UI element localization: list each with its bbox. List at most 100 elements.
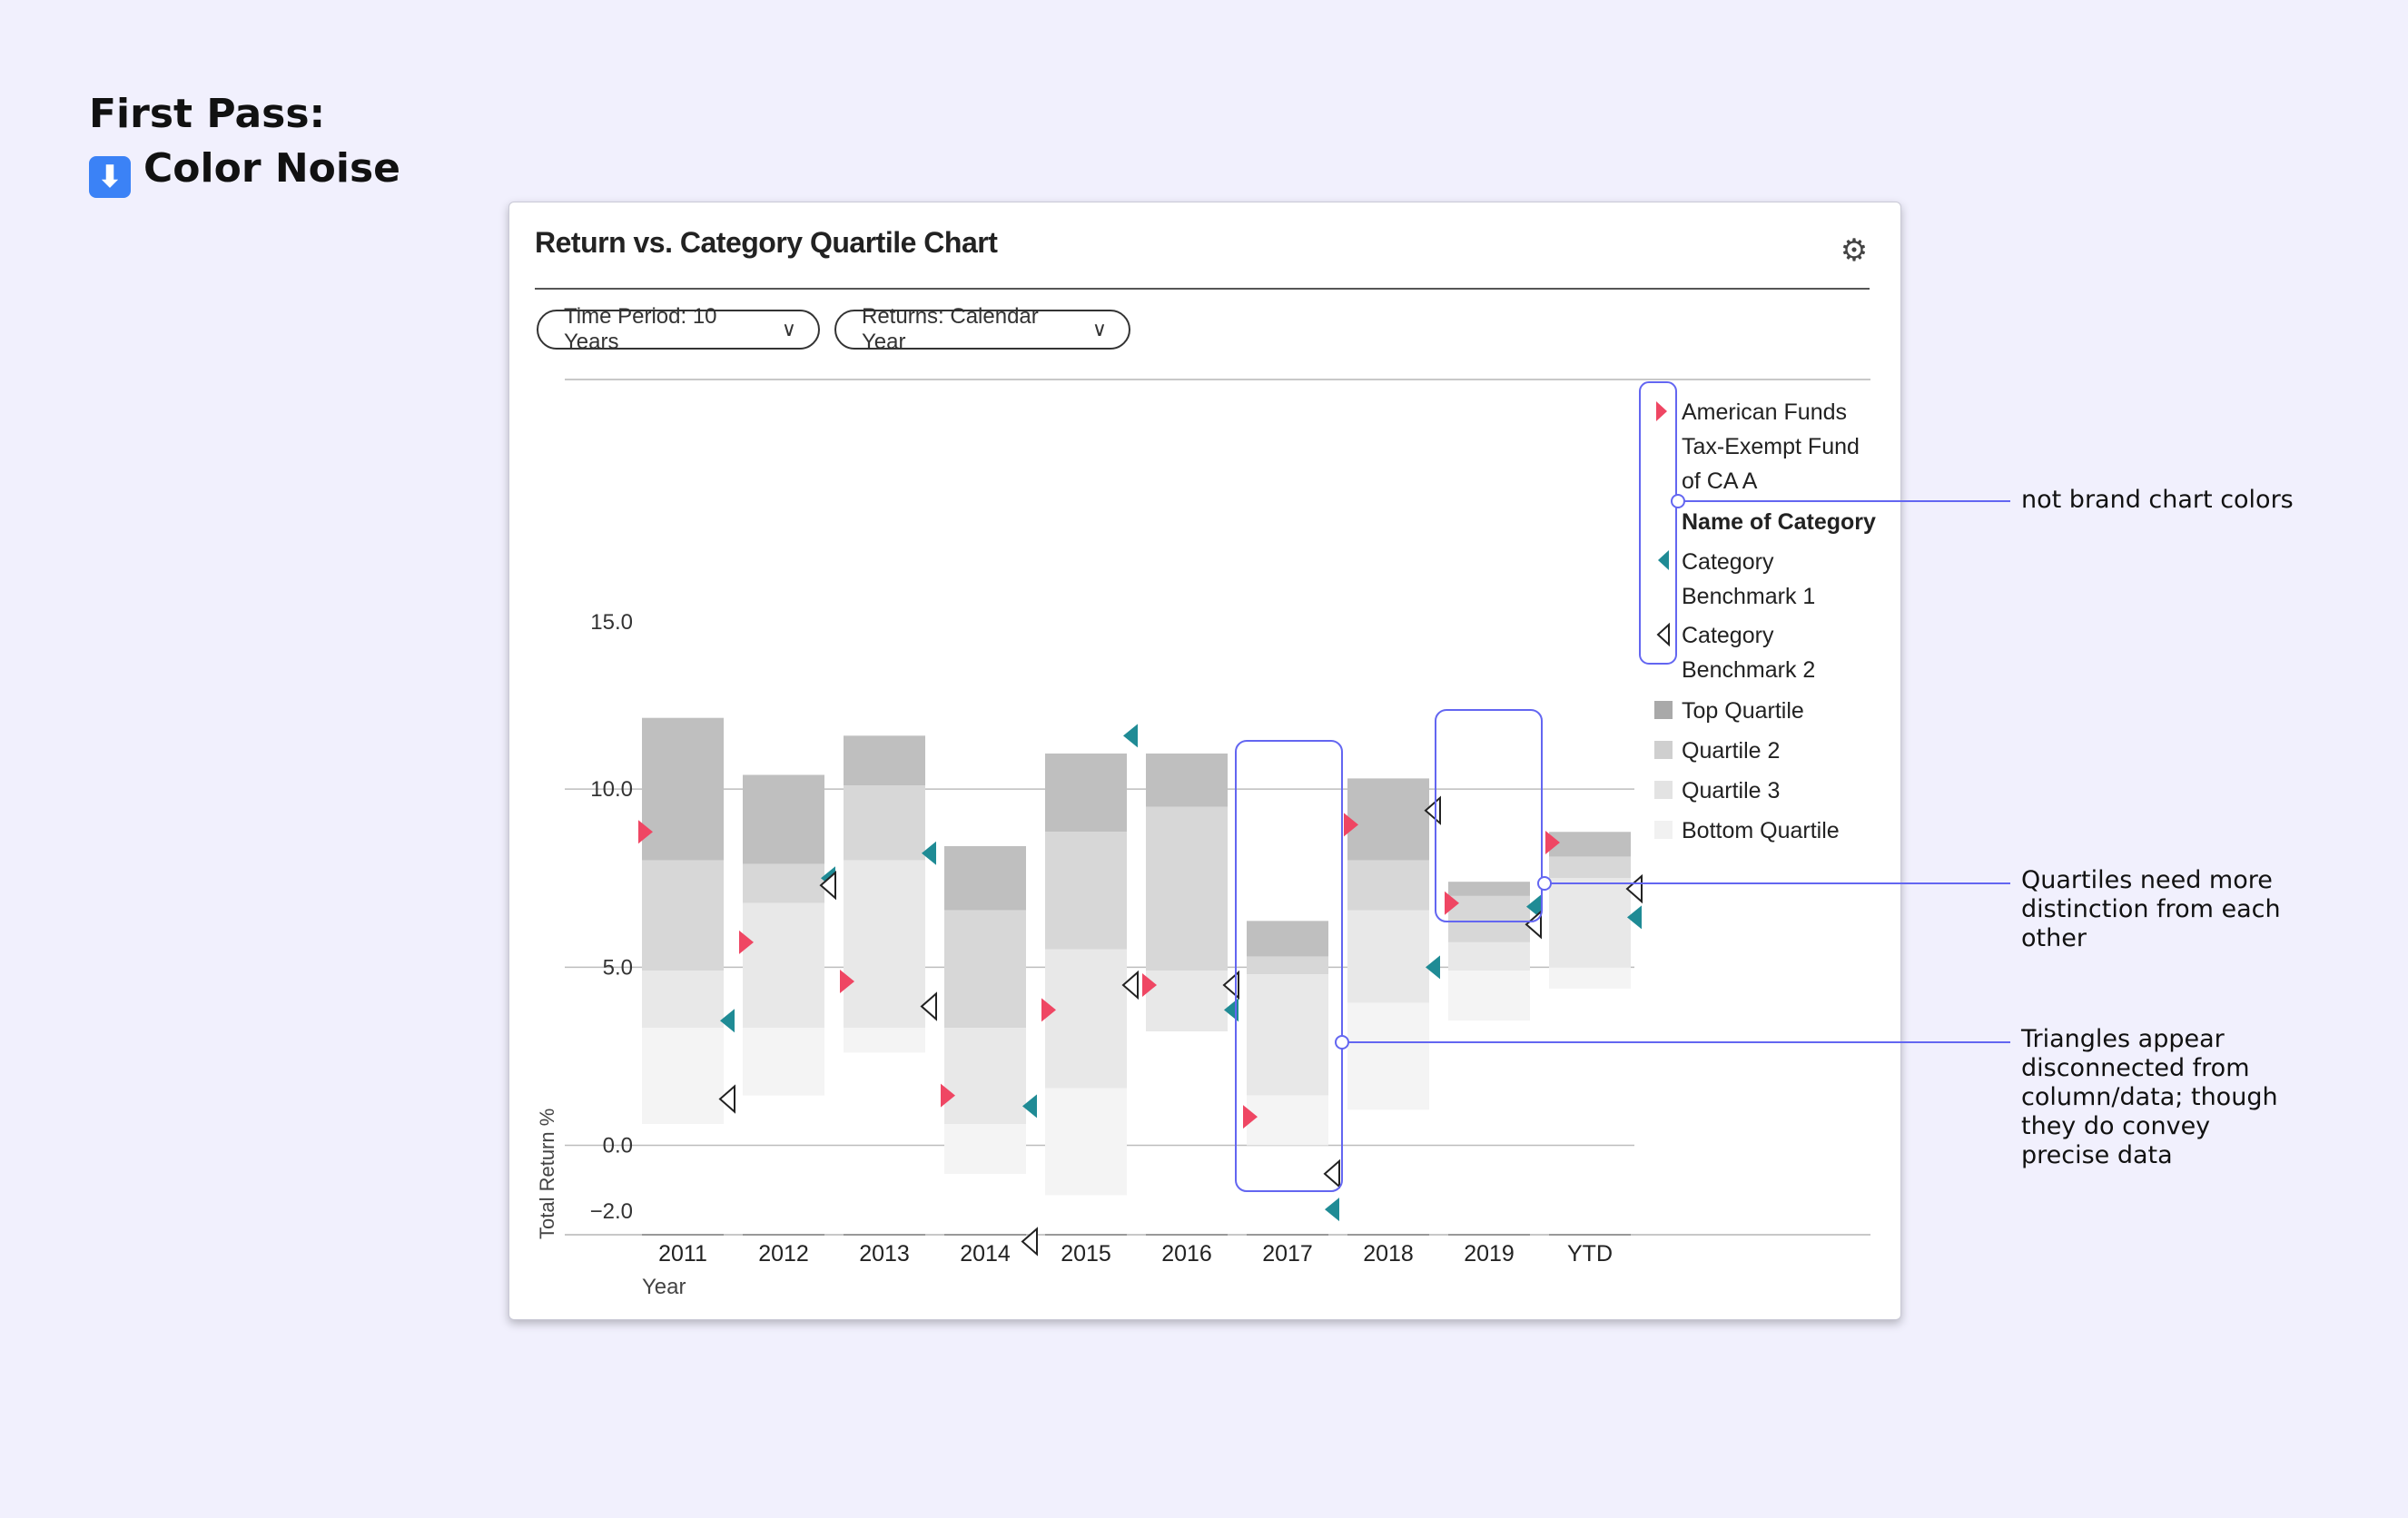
- fund-marker: [1445, 891, 1459, 915]
- bar-quartile-2: [944, 910, 1026, 1029]
- callouts: [1235, 381, 2010, 1192]
- benchmark1-marker: [720, 1009, 735, 1033]
- fund-marker: [1041, 998, 1056, 1022]
- x-tick-label: 2019: [1464, 1241, 1515, 1267]
- benchmark1-marker: [1627, 905, 1642, 930]
- chart-axes: 15.0 10.0 5.0 0.0 −2.0 2011 2012 2013 2014 2015 20…: [536, 610, 1631, 1299]
- legend-fund-label: American Funds: [1682, 399, 1847, 425]
- bar-top-quartile: [1045, 753, 1127, 833]
- returns-dropdown[interactable]: Returns: Calendar Year ∨: [834, 304, 1130, 354]
- x-tick-label: 2014: [960, 1241, 1011, 1267]
- x-tick-label: 2018: [1363, 1241, 1414, 1267]
- bar-quartile-2: [1146, 806, 1228, 971]
- bar-quartile-3: [844, 860, 925, 1029]
- legend-benchmark1-label: Category: [1682, 549, 1774, 575]
- fund-marker: [1545, 831, 1560, 855]
- y-tick-label: 15.0: [590, 610, 633, 635]
- time-period-dropdown[interactable]: Time Period: 10 Years ∨: [537, 304, 820, 354]
- legend-fund-label: of CA A: [1682, 468, 1758, 494]
- fund-marker: [840, 970, 854, 994]
- bar-quartile-2: [642, 860, 724, 971]
- bar-top-quartile: [1146, 753, 1228, 807]
- legend-quartile-swatch: [1654, 741, 1673, 759]
- callout-dot: [1537, 876, 1552, 891]
- bar-top-quartile: [1448, 882, 1530, 896]
- bar-top-quartile: [944, 845, 1026, 911]
- legend-benchmark2-label: Benchmark 2: [1682, 657, 1815, 683]
- benchmark1-marker: [922, 841, 936, 865]
- x-tick-label: 2016: [1161, 1241, 1212, 1267]
- bar-top-quartile: [844, 735, 925, 786]
- y-tick-label: 0.0: [603, 1134, 633, 1158]
- legend-quartile-swatch: [1654, 701, 1673, 719]
- annotation-triangles: Triangles appear disconnected from colum…: [2021, 1025, 2278, 1169]
- bar-top-quartile: [743, 774, 824, 864]
- bar-quartile-3: [1146, 971, 1228, 1031]
- bar-bottom-quartile: [642, 1028, 724, 1124]
- benchmark1-marker: [1123, 724, 1138, 748]
- benchmark1-marker: [1325, 1198, 1339, 1222]
- bar-quartile-3: [743, 902, 824, 1029]
- legend-quartile-swatch: [1654, 781, 1673, 799]
- bar-quartile-2: [1347, 860, 1429, 911]
- bar-top-quartile: [1549, 832, 1631, 857]
- bar-quartile-3: [1549, 878, 1631, 968]
- chevron-down-icon: ∨: [1091, 318, 1107, 340]
- time-period-label: Time Period: 10 Years: [564, 304, 717, 354]
- benchmark2-marker: [1525, 910, 1542, 940]
- x-tick-label: 2015: [1061, 1241, 1111, 1267]
- heading-subtitle: Color Noise: [143, 145, 401, 192]
- heading-line-2: ⬇ Color Noise: [89, 142, 400, 198]
- x-tick-label: 2017: [1262, 1241, 1313, 1267]
- benchmark1-marker: [1426, 955, 1440, 980]
- bar-bottom-quartile: [844, 1028, 925, 1053]
- bar-quartile-2: [1247, 956, 1328, 975]
- bar-bottom-quartile: [743, 1028, 824, 1096]
- bar-bottom-quartile: [1448, 971, 1530, 1021]
- bar-top-quartile: [1247, 921, 1328, 957]
- chart-legend: American Funds Tax-Exempt Fund of CA A Name…: [1654, 399, 1876, 843]
- legend-fund-swatch: [1656, 401, 1667, 421]
- bar-quartile-3: [1247, 974, 1328, 1096]
- legend-quartile-label: Quartile 2: [1682, 738, 1780, 764]
- callout-box-2019: [1435, 709, 1543, 922]
- bar-quartile-2: [1045, 832, 1127, 950]
- legend-benchmark1-swatch: [1658, 550, 1669, 570]
- chart-card-title: Return vs. Category Quartile Chart: [535, 226, 998, 259]
- benchmark2-marker: [1021, 1227, 1038, 1257]
- legend-category-name: Name of Category: [1682, 509, 1876, 535]
- x-tick-label: 2013: [859, 1241, 910, 1267]
- x-axis-label: Year: [642, 1275, 686, 1299]
- fund-marker: [941, 1083, 955, 1108]
- chart-bars: [642, 717, 1631, 1196]
- y-tick-label: −2.0: [590, 1199, 633, 1224]
- y-tick-label: 10.0: [590, 777, 633, 802]
- x-tick-label: 2011: [658, 1241, 707, 1267]
- bar-top-quartile: [1347, 778, 1429, 861]
- bar-top-quartile: [642, 717, 724, 861]
- fund-marker: [1243, 1105, 1258, 1129]
- gear-icon[interactable]: ⚙: [1840, 233, 1869, 268]
- bar-bottom-quartile: [1247, 1095, 1328, 1146]
- fund-marker: [1142, 972, 1157, 997]
- benchmark2-marker: [1121, 970, 1139, 1000]
- fund-marker: [739, 930, 754, 954]
- bar-quartile-2: [743, 863, 824, 903]
- down-arrow-icon: ⬇: [89, 156, 131, 198]
- callout-dot: [1671, 494, 1685, 508]
- bar-bottom-quartile: [944, 1123, 1026, 1174]
- y-tick-label: 5.0: [603, 955, 633, 980]
- legend-benchmark2-swatch: [1656, 622, 1670, 647]
- legend-quartile-label: Top Quartile: [1682, 698, 1804, 724]
- benchmark2-marker: [920, 991, 937, 1021]
- bar-bottom-quartile: [1549, 967, 1631, 989]
- annotation-quartiles: Quartiles need more distinction from eac…: [2021, 866, 2281, 952]
- bar-quartile-3: [944, 1028, 1026, 1124]
- bar-quartile-2: [1448, 895, 1530, 942]
- page-heading: First Pass: ⬇ Color Noise: [89, 87, 400, 198]
- fund-marker: [1344, 813, 1358, 837]
- callout-box-legend: [1639, 381, 1677, 665]
- bar-bottom-quartile: [1347, 1002, 1429, 1110]
- legend-benchmark2-label: Category: [1682, 623, 1774, 648]
